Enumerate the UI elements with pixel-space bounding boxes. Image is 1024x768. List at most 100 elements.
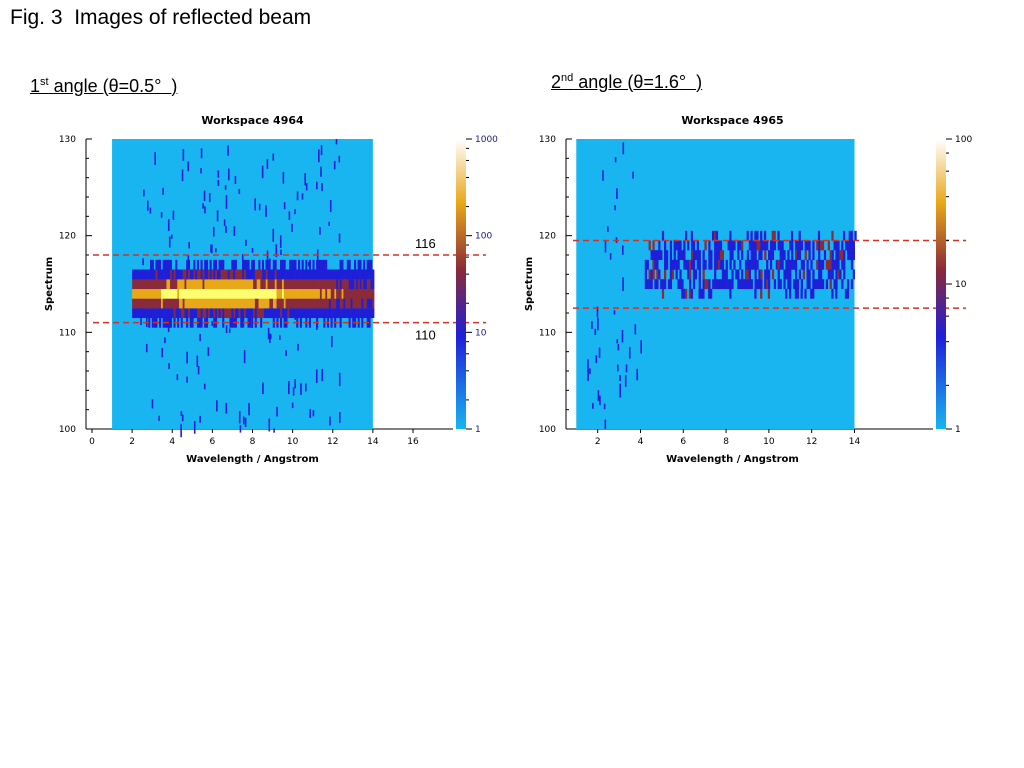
chart1-beam-cell <box>251 269 254 280</box>
chart2-beam-cell <box>829 259 832 270</box>
chart1-beam-cell <box>215 298 218 309</box>
chart2-beam-cell <box>760 230 763 241</box>
chart1-beam-cell <box>220 308 223 319</box>
chart1-beam-cell <box>276 308 279 319</box>
chart1-beam-cell <box>198 279 202 290</box>
chart1-beam-cell <box>245 298 248 309</box>
chart1-beam-cell <box>327 298 330 309</box>
chart1-beam-cell <box>276 298 279 309</box>
chart1-beam-cell <box>280 288 283 299</box>
chart2-beam-cell <box>731 240 734 251</box>
chart1-beam-cell <box>267 298 270 309</box>
chart1-beam-cell <box>242 298 245 309</box>
chart1-streak <box>275 244 278 258</box>
chart1-beam-cell <box>180 279 183 290</box>
chart1-streak <box>338 155 341 163</box>
chart1-beam-cell <box>139 279 142 290</box>
chart2-beam-cell <box>841 279 844 290</box>
chart1-beam-cell <box>269 298 272 309</box>
chart1-beam-cell <box>285 279 288 290</box>
chart1-beam-cell <box>325 308 328 319</box>
chart1-beam-cell <box>251 279 254 290</box>
chart2-beam-cell <box>820 269 823 280</box>
chart1-beam-cell <box>325 279 328 290</box>
chart1-beam-cell <box>254 269 258 280</box>
chart1-beam-cell <box>177 279 180 290</box>
chart1-beam-cell <box>240 288 243 299</box>
chart1-beam-cell <box>202 269 205 280</box>
chart1-beam-cell <box>216 279 220 290</box>
chart1-streak <box>208 193 211 203</box>
chart1-beam-cell <box>312 308 315 319</box>
chart1-beam-cell <box>177 308 180 319</box>
chart1-beam-cell <box>301 298 304 309</box>
chart1-beam-cell <box>261 259 265 270</box>
chart1-streak <box>239 425 242 433</box>
chart1-streak <box>224 185 227 190</box>
chart2-streak <box>587 368 589 381</box>
chart2-beam-cell <box>754 279 757 290</box>
chart1-beam-cell <box>256 279 259 290</box>
chart1-streak <box>160 212 163 218</box>
chart1-colorbar <box>456 139 466 429</box>
chart1-beam-cell <box>262 269 265 280</box>
chart1-beam-cell <box>226 308 229 319</box>
chart1-beam-cell <box>287 269 290 280</box>
chart1-streak <box>288 381 290 395</box>
chart1-streak <box>338 372 341 387</box>
chart1-beam-cell <box>299 317 302 328</box>
chart1-beam-cell <box>189 308 193 319</box>
chart1-streak <box>316 181 318 190</box>
chart2-beam-cell <box>714 269 717 280</box>
chart1-x-tick-label: 4 <box>169 437 175 447</box>
chart1-beam-cell <box>213 279 216 290</box>
chart1-beam-cell <box>269 288 272 299</box>
chart1-beam-cell <box>350 308 353 319</box>
chart1-beam-cell <box>200 269 203 280</box>
angle-1-theta: θ <box>108 76 119 96</box>
chart1-streak <box>316 249 319 263</box>
chart1-beam-cell <box>359 288 362 299</box>
chart1-beam-cell <box>148 288 151 299</box>
chart1-beam-cell <box>361 298 364 309</box>
chart2-beam-cell <box>779 279 782 290</box>
chart1-streak <box>276 406 278 417</box>
chart1-beam-cell <box>184 288 187 299</box>
chart1-beam-cell <box>240 298 243 309</box>
chart1-beam-cell <box>281 269 285 280</box>
chart1-beam-cell <box>318 269 321 280</box>
chart2-beam-cell <box>729 288 732 299</box>
chart1-beam-cell <box>260 279 263 290</box>
chart1-beam-cell <box>159 308 162 319</box>
chart1-beam-cell <box>310 288 313 299</box>
chart1-beam-cell <box>153 288 156 299</box>
chart1-beam-cell <box>182 288 185 299</box>
chart2-beam-cell <box>741 269 744 280</box>
chart1-streak <box>291 402 294 409</box>
chart1-beam-cell <box>332 279 335 290</box>
chart1-streak <box>320 145 323 156</box>
chart1-beam-cell <box>307 298 310 309</box>
chart1-beam-cell <box>363 308 366 319</box>
chart1-beam-cell <box>365 269 368 280</box>
chart2-x-tick-label: 12 <box>806 437 817 447</box>
chart1-beam-cell <box>168 288 171 299</box>
chart1-beam-cell <box>226 269 229 280</box>
chart1-beam-cell <box>280 269 283 280</box>
chart1-beam-cell <box>285 308 288 319</box>
chart1-beam-cell <box>202 288 205 299</box>
chart1-beam-cell <box>155 308 158 319</box>
chart1-beam-cell <box>359 259 362 270</box>
chart1-beam-cell <box>213 298 216 309</box>
chart2-beam-cell <box>763 230 767 241</box>
chart1-beam-cell <box>309 308 312 319</box>
chart2-beam-cell <box>779 259 782 270</box>
chart1-beam-cell <box>256 269 259 280</box>
chart1-title: Workspace 4964 <box>201 114 304 127</box>
chart2-beam-cell <box>690 240 694 251</box>
chart1-streak <box>228 328 231 333</box>
chart1-streak <box>161 347 164 358</box>
chart2-streak <box>594 328 597 335</box>
chart1-beam-cell <box>153 279 156 290</box>
chart1-beam-cell <box>289 259 292 270</box>
